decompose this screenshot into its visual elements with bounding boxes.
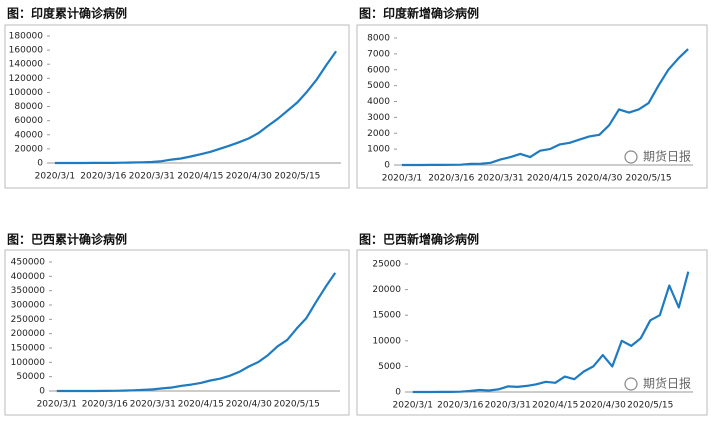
y-tick-label: 2000 [367,129,390,139]
y-tick-label: 10000 [372,336,401,346]
watermark: 期货日报 [643,149,691,164]
panel-border [4,249,350,416]
watermark-icon [624,150,638,164]
data-line [401,48,689,167]
x-tick-label: 2020/3/16 [428,174,474,184]
y-tick-label: 3000 [367,113,390,123]
y-tick-label: 200000 [11,329,46,339]
y-tick-label: 40000 [14,130,43,140]
y-tick-label: 7000 [367,49,390,59]
panel-border [4,24,350,189]
y-tick-label: 100000 [9,88,44,98]
x-tick-label: 2020/5/15 [274,400,320,410]
x-tick-label: 2020/3/31 [485,401,531,411]
chart-title: 图：印度新增确诊病例 [359,6,479,21]
x-tick-label: 2020/5/15 [627,401,673,411]
x-tick-label: 2020/4/30 [226,400,272,410]
x-tick-label: 2020/4/15 [527,174,573,184]
x-tick-label: 2020/3/31 [478,174,524,184]
y-tick-label: 80000 [14,102,43,112]
y-tick-label: 400000 [11,272,46,282]
x-tick-label: 2020/3/1 [35,172,75,182]
x-tick-label: 2020/3/16 [82,400,128,410]
y-tick-label: 15000 [372,311,401,321]
y-tick-label: 450000 [11,258,46,268]
x-tick-label: 2020/3/1 [382,174,422,184]
x-tick-label: 2020/5/15 [626,174,672,184]
y-tick-label: 120000 [9,74,44,84]
y-tick-label: 150000 [11,344,46,354]
x-tick-label: 2020/4/15 [532,401,578,411]
x-tick-label: 2020/4/30 [576,174,622,184]
y-tick-label: 0 [384,161,390,171]
y-tick-label: 1000 [367,145,390,155]
y-tick-label: 140000 [9,60,44,70]
y-tick-label: 5000 [367,81,390,91]
y-tick-label: 100000 [11,358,46,368]
panel-border [356,249,708,416]
y-tick-label: 250000 [11,315,46,325]
y-tick-label: 8000 [367,34,390,44]
chart-title: 图：巴西新增确诊病例 [359,232,479,247]
y-tick-label: 0 [39,387,45,397]
y-tick-label: 0 [395,388,401,398]
y-tick-label: 180000 [9,32,44,42]
x-tick-label: 2020/3/1 [37,400,77,410]
y-tick-label: 350000 [11,286,46,296]
data-line [54,50,337,165]
x-tick-label: 2020/4/15 [177,172,223,182]
y-tick-label: 20000 [14,144,43,154]
x-tick-label: 2020/3/16 [80,172,126,182]
x-tick-label: 2020/5/15 [274,172,320,182]
x-tick-label: 2020/3/16 [437,401,483,411]
x-tick-label: 2020/3/1 [393,401,433,411]
y-tick-label: 20000 [372,285,401,295]
x-tick-label: 2020/3/31 [129,172,175,182]
data-line [56,272,337,393]
y-tick-label: 5000 [378,362,401,372]
chart-title: 图：印度累计确诊病例 [7,6,127,21]
x-tick-label: 2020/4/30 [226,172,272,182]
y-tick-label: 25000 [372,260,401,270]
data-line [412,271,690,394]
watermark-icon [624,377,638,391]
watermark: 期货日报 [643,376,691,391]
y-tick-label: 0 [37,159,43,169]
x-tick-label: 2020/3/31 [130,400,176,410]
y-tick-label: 6000 [367,65,390,75]
y-tick-label: 50000 [16,372,45,382]
x-tick-label: 2020/4/30 [580,401,626,411]
y-tick-label: 4000 [367,97,390,107]
x-tick-label: 2020/4/15 [178,400,224,410]
panel-border [356,24,708,189]
y-tick-label: 60000 [14,116,43,126]
y-tick-label: 160000 [9,46,44,56]
y-tick-label: 300000 [11,301,46,311]
chart-title: 图：巴西累计确诊病例 [7,232,127,247]
